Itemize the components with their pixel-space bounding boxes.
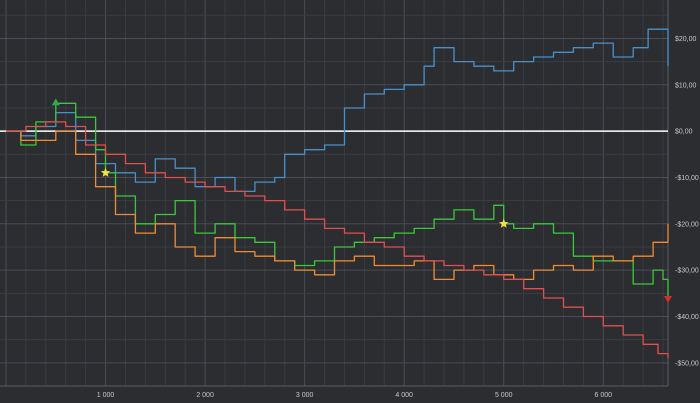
series-line-4 bbox=[6, 121, 669, 359]
y-axis: $20,00 $10,00 $0,00 -$10,00 -$20,00 -$30,00 -$… bbox=[675, 36, 699, 367]
marker-triangle-down bbox=[664, 295, 672, 303]
y-tick-label: -$50,00 bbox=[675, 360, 699, 367]
series-line-2 bbox=[6, 102, 669, 298]
series-line-1 bbox=[6, 28, 669, 193]
x-axis: 1 000 2 000 3 000 4 000 5 000 6 000 bbox=[97, 392, 612, 399]
y-tick-label: -$40,00 bbox=[675, 314, 699, 321]
y-tick-label: -$20,00 bbox=[675, 221, 699, 228]
x-tick-label: 5 000 bbox=[495, 392, 513, 399]
marker-triangle-up bbox=[51, 98, 60, 106]
series-layer bbox=[6, 28, 669, 359]
y-tick-label: $10,00 bbox=[675, 82, 697, 89]
y-tick-label: -$30,00 bbox=[675, 268, 699, 275]
x-tick-label: 3 000 bbox=[296, 392, 314, 399]
marker-layer bbox=[51, 98, 672, 303]
plot-background bbox=[0, 0, 668, 386]
series-line-3 bbox=[6, 130, 669, 281]
y-tick-label: $0,00 bbox=[675, 129, 693, 136]
marker-star bbox=[100, 167, 111, 177]
marker-star bbox=[499, 218, 509, 228]
x-tick-label: 1 000 bbox=[97, 392, 115, 399]
x-tick-label: 2 000 bbox=[196, 392, 214, 399]
y-tick-label: -$10,00 bbox=[675, 175, 699, 182]
x-tick-label: 6 000 bbox=[595, 392, 613, 399]
x-tick-label: 4 000 bbox=[395, 392, 413, 399]
y-tick-label: $20,00 bbox=[675, 36, 697, 43]
